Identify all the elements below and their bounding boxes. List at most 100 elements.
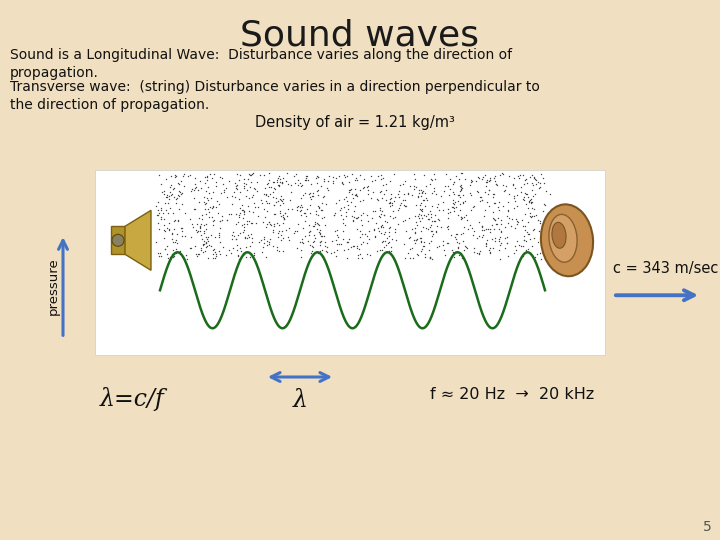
Point: [395, 199, 406, 207]
Point: [289, 227, 301, 235]
Point: [238, 213, 249, 222]
Point: [415, 238, 427, 246]
Point: [341, 254, 353, 262]
Point: [323, 177, 334, 185]
Point: [518, 252, 529, 261]
Point: [207, 201, 218, 210]
Point: [177, 172, 189, 180]
Point: [210, 202, 221, 211]
Point: [323, 186, 334, 195]
Point: [246, 170, 258, 178]
Point: [513, 217, 524, 226]
Point: [411, 221, 423, 230]
Point: [194, 177, 205, 185]
Point: [182, 171, 194, 180]
Point: [238, 210, 250, 219]
Point: [468, 248, 480, 256]
Point: [518, 180, 530, 188]
Point: [208, 215, 220, 224]
Point: [376, 252, 387, 261]
Point: [349, 176, 361, 184]
Point: [205, 194, 217, 202]
Point: [497, 169, 508, 178]
Point: [233, 194, 245, 203]
Point: [153, 171, 164, 179]
Point: [406, 244, 418, 252]
Point: [289, 228, 300, 237]
Point: [163, 253, 174, 262]
Point: [276, 191, 287, 200]
Point: [206, 213, 217, 221]
Point: [230, 234, 241, 243]
Point: [213, 233, 225, 241]
Point: [348, 216, 359, 225]
Point: [447, 196, 459, 205]
Point: [328, 211, 339, 220]
Point: [296, 234, 307, 243]
Point: [170, 173, 181, 181]
Point: [201, 176, 212, 185]
Point: [474, 248, 485, 257]
Point: [420, 224, 432, 232]
Point: [522, 230, 534, 238]
Point: [487, 193, 499, 201]
Point: [412, 193, 423, 201]
Point: [243, 201, 254, 210]
Point: [431, 227, 442, 235]
Point: [338, 171, 350, 180]
Point: [531, 180, 542, 188]
Point: [480, 181, 491, 190]
Point: [410, 228, 421, 237]
Point: [405, 181, 416, 190]
Point: [375, 223, 387, 232]
Point: [499, 186, 510, 194]
Point: [536, 170, 547, 178]
Point: [490, 219, 502, 228]
Point: [268, 226, 279, 234]
Point: [204, 189, 215, 198]
Point: [354, 245, 365, 254]
Point: [263, 192, 274, 201]
Point: [240, 243, 252, 252]
Point: [424, 206, 436, 215]
Point: [194, 226, 205, 235]
Point: [428, 184, 440, 193]
Point: [305, 227, 316, 235]
Point: [447, 180, 459, 188]
Point: [446, 230, 457, 239]
Point: [443, 209, 454, 218]
Point: [342, 238, 354, 247]
Point: [330, 174, 342, 183]
Point: [359, 174, 370, 183]
Point: [207, 217, 219, 226]
Point: [170, 171, 181, 180]
Point: [526, 186, 538, 195]
Point: [292, 206, 303, 214]
Point: [300, 174, 312, 183]
Point: [294, 206, 305, 215]
Point: [310, 173, 322, 182]
Point: [369, 207, 380, 215]
Point: [495, 238, 506, 247]
Point: [330, 199, 341, 207]
Point: [541, 231, 553, 239]
Point: [316, 246, 328, 255]
Point: [200, 186, 212, 195]
Point: [199, 227, 210, 235]
Point: [330, 251, 342, 260]
Point: [351, 192, 363, 200]
Point: [304, 240, 315, 249]
Point: [390, 225, 401, 234]
Point: [382, 218, 393, 226]
Point: [351, 214, 363, 222]
Point: [161, 193, 172, 201]
Point: [176, 177, 187, 186]
Point: [517, 222, 528, 231]
Point: [154, 248, 166, 257]
Point: [439, 182, 451, 191]
Point: [400, 201, 411, 210]
Point: [467, 224, 478, 232]
Point: [261, 197, 272, 206]
Point: [490, 180, 502, 188]
Point: [269, 210, 280, 218]
